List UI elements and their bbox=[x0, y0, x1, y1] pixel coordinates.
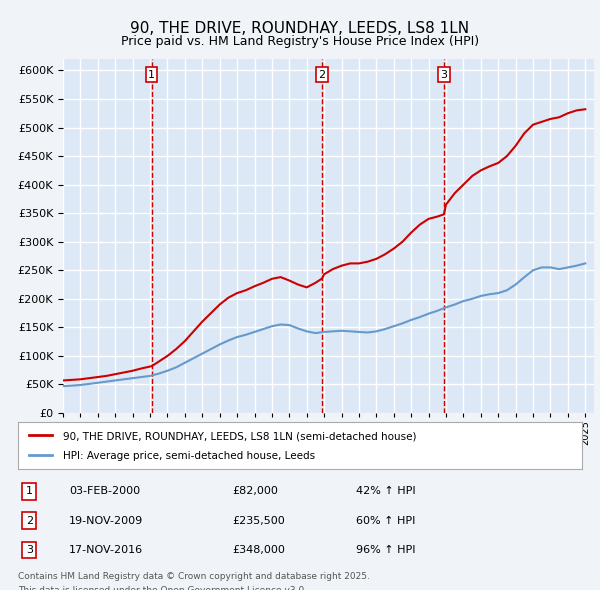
Text: £82,000: £82,000 bbox=[232, 486, 278, 496]
Text: £235,500: £235,500 bbox=[232, 516, 285, 526]
Text: 17-NOV-2016: 17-NOV-2016 bbox=[69, 545, 143, 555]
Text: £348,000: £348,000 bbox=[232, 545, 285, 555]
Text: 42% ↑ HPI: 42% ↑ HPI bbox=[356, 486, 416, 496]
Text: 03-FEB-2000: 03-FEB-2000 bbox=[69, 486, 140, 496]
Text: Price paid vs. HM Land Registry's House Price Index (HPI): Price paid vs. HM Land Registry's House … bbox=[121, 35, 479, 48]
Text: 3: 3 bbox=[440, 70, 448, 80]
Text: 19-NOV-2009: 19-NOV-2009 bbox=[69, 516, 143, 526]
Text: 2: 2 bbox=[26, 516, 33, 526]
Text: 90, THE DRIVE, ROUNDHAY, LEEDS, LS8 1LN: 90, THE DRIVE, ROUNDHAY, LEEDS, LS8 1LN bbox=[130, 21, 470, 35]
Text: HPI: Average price, semi-detached house, Leeds: HPI: Average price, semi-detached house,… bbox=[63, 451, 315, 461]
Text: 90, THE DRIVE, ROUNDHAY, LEEDS, LS8 1LN (semi-detached house): 90, THE DRIVE, ROUNDHAY, LEEDS, LS8 1LN … bbox=[63, 431, 416, 441]
Text: 2: 2 bbox=[319, 70, 326, 80]
Text: Contains HM Land Registry data © Crown copyright and database right 2025.: Contains HM Land Registry data © Crown c… bbox=[18, 572, 370, 581]
Text: This data is licensed under the Open Government Licence v3.0.: This data is licensed under the Open Gov… bbox=[18, 586, 307, 590]
Text: 60% ↑ HPI: 60% ↑ HPI bbox=[356, 516, 416, 526]
Text: 1: 1 bbox=[148, 70, 155, 80]
Text: 1: 1 bbox=[26, 486, 33, 496]
Text: 96% ↑ HPI: 96% ↑ HPI bbox=[356, 545, 416, 555]
Text: 3: 3 bbox=[26, 545, 33, 555]
